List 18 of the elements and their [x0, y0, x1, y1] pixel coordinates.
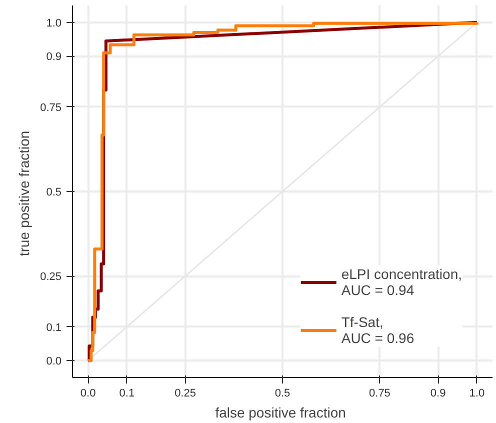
y-tick-label: 0.9 [46, 51, 62, 64]
x-tick-label: 0.5 [274, 388, 290, 400]
x-axis-title: false positive fraction [215, 404, 346, 420]
y-tick-label: 0.0 [46, 356, 62, 368]
x-tick-label: 0.75 [369, 388, 390, 400]
y-tick-label: 0.75 [40, 102, 62, 114]
y-tick-label: 0.5 [46, 186, 62, 198]
y-tick-label: 1.0 [46, 17, 62, 30]
y-tick-label: 0.1 [46, 322, 62, 334]
x-tick-label: 0.0 [80, 388, 96, 400]
legend-label: Tf-Sat, AUC = 0.96 [341, 313, 414, 347]
x-tick-label: 1.0 [469, 388, 485, 400]
y-tick-label: 0.25 [40, 271, 62, 284]
y-axis-title: true positive fraction [16, 130, 32, 256]
legend-label: eLPI concentration, AUC = 0.94 [341, 265, 462, 299]
x-tick-label: 0.25 [174, 388, 196, 400]
x-tick-label: 0.9 [430, 388, 446, 400]
x-tick-label: 0.1 [119, 388, 135, 400]
